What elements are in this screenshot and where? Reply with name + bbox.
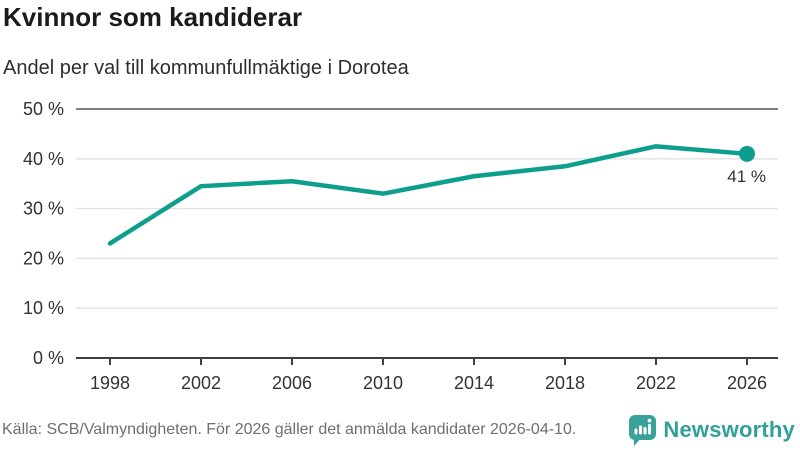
newsworthy-bubble-chart-icon: [629, 414, 657, 446]
chart-title: Kvinnor som kandiderar: [3, 2, 303, 32]
x-tick-label: 2002: [181, 373, 221, 393]
end-value-label: 41 %: [727, 167, 766, 186]
y-tick-label: 20 %: [23, 248, 64, 268]
x-tick-label: 2026: [727, 373, 767, 393]
chart-subtitle: Andel per val till kommunfullmäktige i D…: [3, 57, 409, 79]
footer: Källa: SCB/Valmyndigheten. För 2026 gäll…: [2, 413, 795, 447]
x-tick-label: 2010: [363, 373, 403, 393]
trend-line: [107, 144, 750, 246]
y-tick-label: 50 %: [23, 99, 64, 119]
brand-name: Newsworthy: [663, 417, 795, 442]
y-tick-label: 40 %: [23, 149, 64, 169]
y-tick-label: 0 %: [33, 348, 64, 368]
x-tick-label: 2022: [636, 373, 676, 393]
source-note: Källa: SCB/Valmyndigheten. För 2026 gäll…: [2, 421, 577, 438]
y-tick-label: 30 %: [23, 199, 64, 219]
x-tick-label: 2014: [454, 373, 494, 393]
x-tick-label: 2006: [272, 373, 312, 393]
newsworthy-logo[interactable]: Newsworthy: [629, 414, 795, 446]
y-tick-label: 10 %: [23, 298, 64, 318]
x-tick-label: 1998: [90, 373, 130, 393]
end-point-marker: [739, 145, 755, 162]
line-chart: 0 % 10 % 20 % 30 % 40 % 50 % 1998 2002 2006 2010 2…: [23, 99, 778, 393]
x-tick-label: 2018: [545, 373, 585, 393]
